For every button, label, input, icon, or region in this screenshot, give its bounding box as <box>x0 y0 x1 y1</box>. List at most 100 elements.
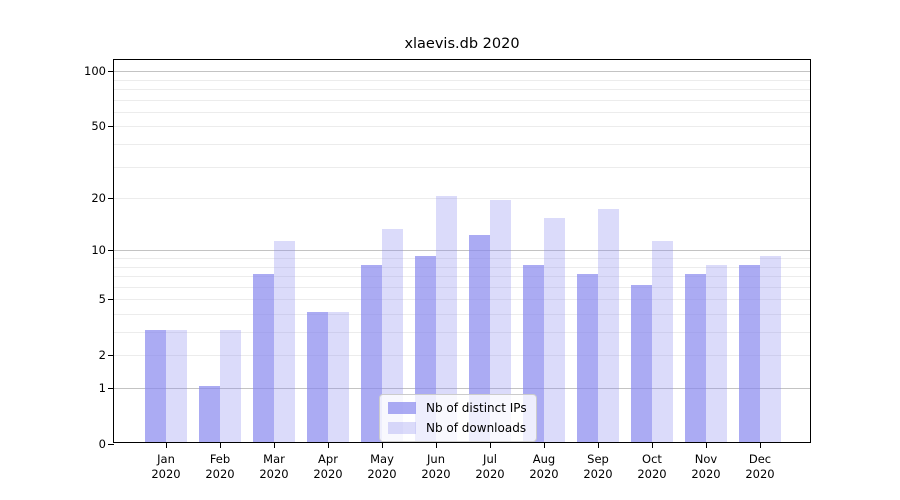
x-tick-apr <box>328 442 329 448</box>
x-tick-year: 2020 <box>259 467 289 481</box>
bar-distinct-ips-apr <box>307 312 328 442</box>
x-tick-jul <box>490 442 491 448</box>
minor-gridline-7 <box>114 276 810 278</box>
major-gridline-100 <box>114 71 810 73</box>
x-tick-month: Dec <box>748 452 772 466</box>
minor-gridline-80 <box>114 89 810 90</box>
x-tick-year: 2020 <box>529 467 559 481</box>
x-tick-year: 2020 <box>151 467 181 481</box>
x-tick-label-feb: Feb 2020 <box>190 452 250 482</box>
x-tick-year: 2020 <box>475 467 505 481</box>
legend-label-distinct-ips: Nb of distinct IPs <box>426 401 527 415</box>
bar-distinct-ips-jan <box>145 330 166 442</box>
x-tick-feb <box>220 442 221 448</box>
bar-downloads-nov <box>706 264 727 442</box>
x-tick-label-sep: Sep 2020 <box>568 452 628 482</box>
y-tick-label-2: 2 <box>98 348 106 363</box>
x-tick-year: 2020 <box>367 467 397 481</box>
legend-label-downloads: Nb of downloads <box>426 421 527 435</box>
bar-downloads-jun <box>436 196 457 442</box>
x-tick-month: Mar <box>263 452 285 466</box>
legend: Nb of distinct IPs Nb of downloads <box>379 394 537 442</box>
x-tick-year: 2020 <box>637 467 667 481</box>
minor-gridline-8 <box>114 266 810 268</box>
x-tick-month: Nov <box>694 452 718 466</box>
y-tick-label-0: 0 <box>98 437 106 451</box>
y-tick-label-50: 50 <box>91 119 106 134</box>
minor-gridline-70 <box>114 99 810 101</box>
minor-gridline-60 <box>114 111 810 113</box>
x-tick-month: Aug <box>532 452 556 466</box>
x-tick-label-jul: Jul 2020 <box>460 452 520 482</box>
bar-downloads-mar <box>274 241 295 442</box>
y-tick-label-10: 10 <box>91 243 106 258</box>
x-tick-year: 2020 <box>583 467 613 481</box>
y-tick-label-100: 100 <box>84 64 106 79</box>
bar-downloads-jul <box>490 200 511 442</box>
x-tick-label-jun: Jun 2020 <box>406 452 466 482</box>
y-tick-0 <box>108 444 114 445</box>
y-tick-10 <box>108 250 114 252</box>
y-tick-50 <box>108 126 114 128</box>
minor-gridline-40 <box>114 144 810 145</box>
x-tick-month: Oct <box>642 452 662 466</box>
x-tick-label-dec: Dec 2020 <box>730 452 790 482</box>
x-tick-month: Apr <box>318 452 338 466</box>
x-tick-year: 2020 <box>421 467 451 481</box>
x-tick-month: Jan <box>157 452 175 466</box>
plot-area: Jan 2020 Feb 2020 Mar 2020 Apr 2020 May 2020 Jun 20… <box>84 59 811 481</box>
x-tick-label-nov: Nov 2020 <box>676 452 736 482</box>
x-tick-year: 2020 <box>205 467 235 481</box>
x-tick-dec <box>760 442 761 448</box>
x-tick-label-aug: Aug 2020 <box>514 452 574 482</box>
y-tick-2 <box>108 355 114 357</box>
bar-distinct-ips-sep <box>577 274 598 442</box>
x-tick-month: Jun <box>427 452 445 466</box>
x-tick-nov <box>706 442 707 448</box>
minor-gridline-9 <box>114 257 810 259</box>
minor-gridline-6 <box>114 286 810 288</box>
x-tick-month: May <box>370 452 394 466</box>
minor-gridline-30 <box>114 166 810 168</box>
bar-downloads-sep <box>598 208 619 442</box>
bar-downloads-feb <box>220 330 241 442</box>
x-tick-year: 2020 <box>313 467 343 481</box>
legend-swatch-distinct-ips <box>388 402 416 414</box>
x-tick-sep <box>598 442 599 448</box>
legend-row-distinct-ips: Nb of distinct IPs <box>388 400 527 416</box>
chart-title: xlaevis.db 2020 <box>404 36 520 52</box>
y-tick-label-1: 1 <box>98 381 106 395</box>
minor-gridline-90 <box>114 79 810 81</box>
y-tick-label-20: 20 <box>91 191 106 206</box>
x-tick-oct <box>652 442 653 448</box>
y-tick-20 <box>108 198 114 200</box>
x-tick-month: Feb <box>209 452 231 466</box>
x-tick-label-oct: Oct 2020 <box>622 452 682 482</box>
major-gridline-10 <box>114 250 810 252</box>
legend-swatch-downloads <box>388 422 416 434</box>
x-tick-month: Sep <box>587 452 609 466</box>
y-tick-5 <box>108 299 114 301</box>
bar-distinct-ips-oct <box>631 284 652 442</box>
bar-distinct-ips-jul <box>469 234 490 442</box>
y-tick-label-5: 5 <box>98 292 106 307</box>
bar-downloads-apr <box>328 312 349 442</box>
y-tick-100 <box>108 71 114 73</box>
bar-distinct-ips-mar <box>253 274 274 442</box>
minor-gridline-20 <box>114 198 810 200</box>
x-tick-year: 2020 <box>745 467 775 481</box>
x-tick-mar <box>274 442 275 448</box>
bar-downloads-jan <box>166 330 187 442</box>
x-tick-jun <box>436 442 437 448</box>
x-tick-label-mar: Mar 2020 <box>244 452 304 482</box>
legend-row-downloads: Nb of downloads <box>388 420 527 436</box>
minor-gridline-3 <box>114 332 810 333</box>
bar-distinct-ips-nov <box>685 274 706 442</box>
bar-distinct-ips-feb <box>199 386 220 442</box>
y-tick-1 <box>108 388 114 389</box>
minor-gridline-50 <box>114 126 810 128</box>
minor-gridline-4 <box>114 313 810 315</box>
bar-distinct-ips-may <box>361 264 382 442</box>
bar-downloads-oct <box>652 241 673 442</box>
